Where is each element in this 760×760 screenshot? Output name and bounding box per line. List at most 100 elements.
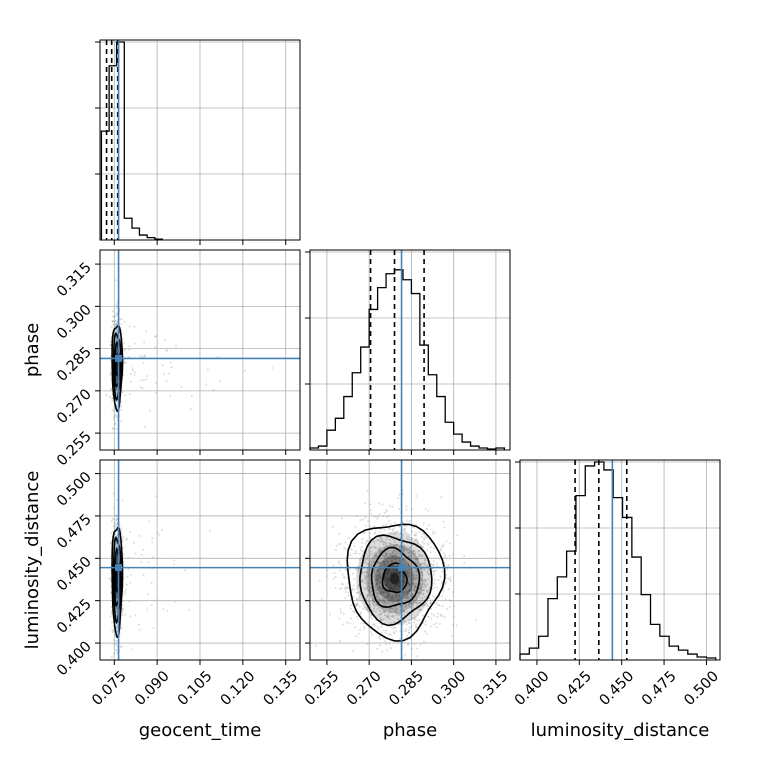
sample-point xyxy=(116,348,118,351)
sample-point xyxy=(398,597,401,600)
sample-point xyxy=(386,582,389,585)
sample-point xyxy=(370,585,373,588)
sample-point xyxy=(396,595,398,598)
sample-point xyxy=(124,591,127,594)
sample-point xyxy=(356,591,359,594)
sample-point xyxy=(408,520,411,523)
sample-point xyxy=(384,601,387,604)
sample-point xyxy=(426,536,429,539)
sample-point xyxy=(426,615,429,618)
sample-point xyxy=(394,579,397,582)
sample-point xyxy=(115,387,117,390)
sample-point xyxy=(382,599,385,602)
tick-label-x-geocent_time-2: 0.105 xyxy=(175,668,216,709)
sample-point xyxy=(116,630,119,633)
sample-point xyxy=(406,570,409,572)
sample-point xyxy=(153,599,156,602)
sample-point xyxy=(386,572,389,575)
sample-point xyxy=(169,395,172,398)
sample-point xyxy=(133,371,136,374)
sample-point xyxy=(390,576,393,579)
sample-point xyxy=(352,650,354,653)
sample-point xyxy=(379,619,382,621)
sample-point xyxy=(415,570,418,573)
sample-point xyxy=(111,629,114,632)
sample-point xyxy=(382,543,385,546)
sample-point xyxy=(441,545,444,548)
sample-point xyxy=(398,559,401,562)
sample-point xyxy=(325,575,328,578)
sample-point xyxy=(410,586,413,589)
sample-point xyxy=(423,604,426,607)
sample-point xyxy=(447,588,450,591)
sample-point xyxy=(420,545,423,548)
joint-frame-phase-luminosity_distance xyxy=(309,459,511,661)
sample-point xyxy=(397,594,400,597)
sample-point xyxy=(363,625,366,628)
sample-point xyxy=(442,520,445,523)
sample-point xyxy=(376,591,379,594)
sample-point xyxy=(116,624,119,627)
sample-point xyxy=(424,507,427,510)
sample-point xyxy=(390,580,393,583)
sample-point xyxy=(378,574,381,577)
sample-point xyxy=(392,607,395,610)
sample-point xyxy=(339,569,342,572)
sample-point xyxy=(415,625,418,628)
sample-point xyxy=(421,579,424,581)
sample-point xyxy=(139,354,142,357)
sample-point xyxy=(115,642,117,645)
sample-point xyxy=(363,574,366,577)
sample-point xyxy=(444,582,447,585)
sample-point xyxy=(377,574,380,577)
y-axis-label-luminosity_distance: luminosity_distance xyxy=(22,471,43,650)
sample-point xyxy=(113,525,116,528)
sample-point xyxy=(385,544,387,547)
sample-point xyxy=(338,561,340,564)
sample-point xyxy=(398,572,401,574)
sample-point xyxy=(399,629,402,632)
sample-point xyxy=(113,418,116,421)
sample-point xyxy=(390,607,393,609)
sample-point xyxy=(425,589,428,592)
sample-point xyxy=(398,600,401,603)
sample-point xyxy=(409,589,412,592)
sample-point xyxy=(383,541,386,544)
sample-point xyxy=(383,610,386,613)
sample-point xyxy=(123,360,126,363)
sample-point xyxy=(340,582,343,585)
sample-point xyxy=(414,551,417,554)
sample-point xyxy=(421,571,424,574)
sample-point xyxy=(358,605,361,608)
sample-point xyxy=(368,555,371,558)
sample-point xyxy=(118,666,120,668)
sample-point xyxy=(114,527,116,530)
sample-point xyxy=(412,549,414,552)
sample-point xyxy=(376,569,379,572)
sample-point xyxy=(402,609,405,612)
marginal-panel-luminosity_distance: 0.400 0.425 0.450 0.475 0.500 xyxy=(512,459,722,709)
sample-point xyxy=(417,550,420,552)
sample-point xyxy=(366,489,369,492)
sample-point xyxy=(113,639,116,642)
sample-point xyxy=(439,575,442,578)
sample-point xyxy=(383,568,386,570)
sample-point xyxy=(114,413,117,416)
sample-point xyxy=(360,580,363,583)
sample-point xyxy=(406,591,409,594)
sample-point xyxy=(379,568,382,571)
sample-point xyxy=(359,628,361,631)
sample-point xyxy=(394,610,397,613)
sample-point xyxy=(361,538,364,541)
sample-point xyxy=(396,583,399,586)
x-axis-label-phase: phase xyxy=(383,720,437,741)
sample-point xyxy=(115,377,118,380)
sample-point xyxy=(386,569,389,572)
sample-point xyxy=(392,528,395,531)
sample-point xyxy=(385,582,388,585)
sample-point xyxy=(433,570,435,573)
sample-point xyxy=(112,320,115,323)
sample-point xyxy=(112,416,115,419)
sample-point xyxy=(384,614,386,617)
sample-point xyxy=(367,584,370,587)
